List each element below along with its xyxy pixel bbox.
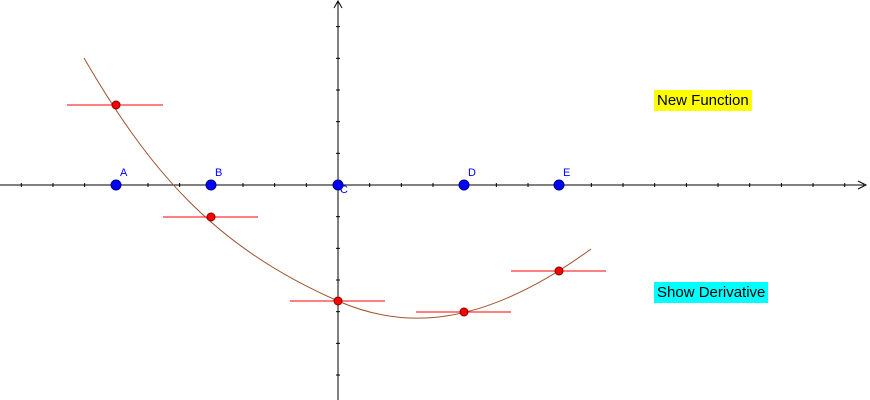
- axis-point-c[interactable]: [332, 179, 344, 191]
- y-axis-arrow-icon: [333, 0, 343, 9]
- point-label-b: B: [215, 167, 222, 179]
- axis-point-b[interactable]: [205, 179, 217, 191]
- point-label-c: C: [340, 184, 348, 196]
- curve-point-c: [333, 296, 343, 306]
- curve-point-a: [111, 100, 121, 110]
- point-label-d: D: [468, 167, 476, 179]
- function-curve[interactable]: [83, 57, 592, 319]
- axis-ticks: [20, 26, 846, 376]
- x-axis-arrow-icon: [857, 180, 868, 190]
- axis-point-e[interactable]: [553, 179, 565, 191]
- new-function-button[interactable]: New Function: [654, 90, 752, 111]
- axis-point-a[interactable]: [110, 179, 122, 191]
- show-derivative-button[interactable]: Show Derivative: [654, 282, 769, 303]
- curve-point-b: [206, 212, 216, 222]
- point-label-e: E: [563, 167, 570, 179]
- point-label-a: A: [120, 167, 128, 179]
- curve-point-e: [554, 266, 564, 276]
- axis-point-d[interactable]: [458, 179, 470, 191]
- curve-point-d: [459, 307, 469, 317]
